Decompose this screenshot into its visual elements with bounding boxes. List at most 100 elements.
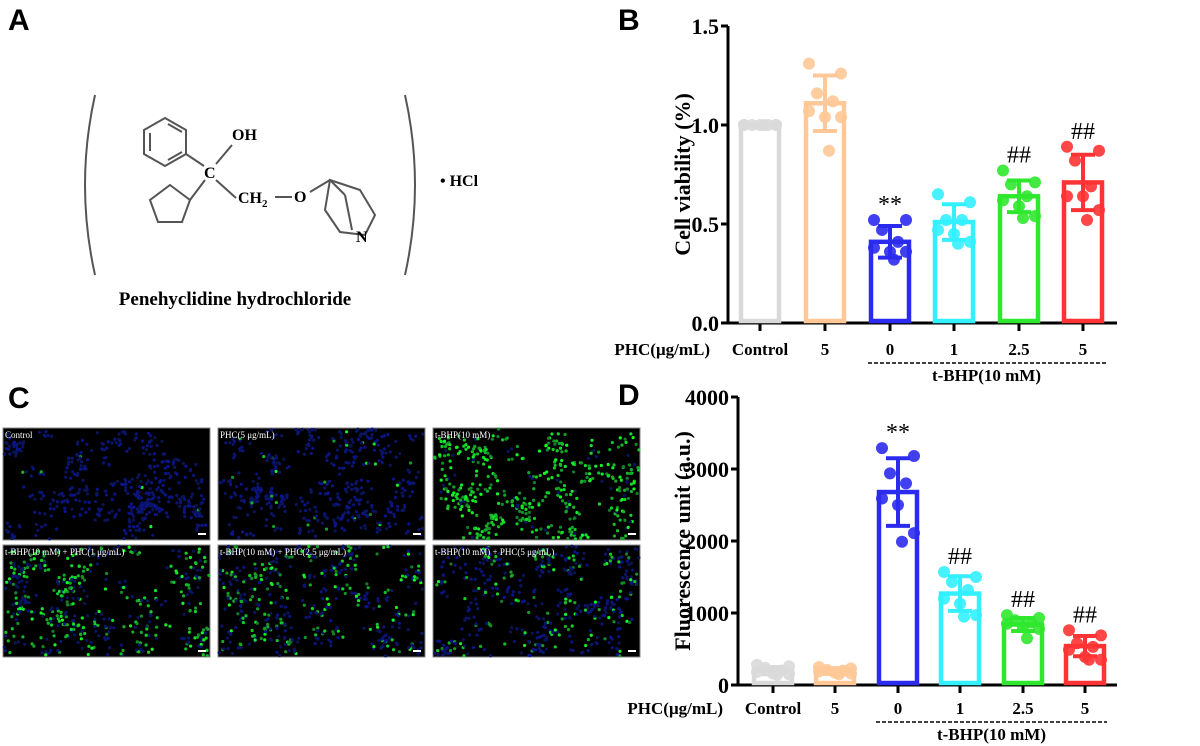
- cell-dot: [553, 645, 557, 649]
- cell-dot: [457, 434, 461, 438]
- cell-dot: [408, 494, 412, 498]
- cell-dot: [248, 598, 253, 602]
- cell-dot: [564, 509, 568, 513]
- cell-dot: [166, 460, 170, 464]
- cell-dot: [375, 526, 379, 530]
- cell-dot: [510, 625, 514, 630]
- cell-dot: [152, 452, 157, 456]
- cell-dot: [264, 524, 268, 528]
- cell-dot: [399, 578, 403, 582]
- cell-dot: [100, 447, 104, 451]
- cell-dot: [227, 523, 231, 527]
- cell-dot: [609, 595, 614, 599]
- data-point: [876, 492, 888, 505]
- cell-dot: [283, 629, 287, 633]
- cell-dot: [189, 516, 193, 520]
- cell-dot: [78, 499, 82, 503]
- cell-dot: [302, 575, 307, 579]
- cell-dot: [568, 530, 572, 534]
- cell-dot: [16, 621, 20, 626]
- cell-dot: [324, 527, 329, 531]
- cell-dot: [23, 594, 27, 598]
- cell-dot: [145, 499, 149, 504]
- x-tick-label: 5: [1081, 699, 1090, 718]
- cell-dot: [133, 549, 137, 553]
- cell-dot: [398, 481, 402, 485]
- cell-dot: [72, 580, 77, 584]
- cell-dot: [562, 567, 566, 571]
- cell-dot: [308, 576, 312, 580]
- cell-dot: [118, 580, 122, 585]
- cell-dot: [154, 633, 158, 637]
- cell-dot: [169, 580, 174, 584]
- cell-dot: [133, 625, 137, 630]
- cell-dot: [312, 627, 316, 631]
- cell-dot: [163, 599, 168, 603]
- cell-dot: [351, 515, 355, 519]
- cell-dot: [274, 465, 278, 469]
- cell-dot: [43, 523, 47, 527]
- cell-dot: [496, 434, 500, 439]
- cell-dot: [282, 504, 287, 508]
- cell-dot: [486, 521, 490, 526]
- cell-dot: [473, 495, 477, 499]
- cell-dot: [221, 581, 225, 586]
- cell-dot: [21, 445, 25, 449]
- cell-dot: [346, 518, 350, 523]
- cell-dot: [160, 603, 164, 607]
- cell-dot: [275, 613, 280, 617]
- cell-dot: [531, 474, 536, 479]
- cell-dot: [294, 502, 299, 507]
- cell-dot: [343, 591, 347, 596]
- cell-dot: [574, 561, 578, 565]
- cell-dot: [629, 578, 633, 582]
- x-tick-label: 2.5: [1008, 340, 1029, 359]
- cell-dot: [475, 513, 479, 517]
- cell-dot: [518, 509, 522, 513]
- cell-dot: [255, 472, 259, 476]
- cell-dot: [180, 636, 184, 641]
- cell-dot: [283, 642, 287, 646]
- cell-dot: [478, 560, 482, 565]
- cell-dot: [316, 626, 320, 630]
- cell-dot: [55, 548, 59, 552]
- cell-dot: [204, 636, 208, 640]
- cell-dot: [451, 570, 455, 574]
- cell-dot: [285, 493, 289, 497]
- micrograph-label: t-BHP(10 mM) + PHC(1 μg/mL): [5, 547, 124, 557]
- structure-labels: OH C CH2 O N • HCl Penehyclidine hydroch…: [119, 127, 479, 310]
- data-point: [823, 144, 835, 157]
- cell-dot: [274, 493, 278, 497]
- cell-dot: [279, 527, 283, 531]
- cell-dot: [282, 457, 286, 461]
- cell-dot: [125, 596, 129, 600]
- cell-dot: [4, 630, 8, 634]
- cell-dot: [268, 627, 272, 631]
- cell-dot: [440, 646, 444, 651]
- cell-dot: [502, 489, 506, 493]
- cell-dot: [541, 548, 545, 552]
- cell-dot: [474, 499, 478, 504]
- data-point: [758, 119, 770, 131]
- data-point: [997, 194, 1009, 207]
- cell-dot: [106, 636, 110, 640]
- cell-dot: [376, 597, 380, 601]
- cell-dot: [311, 446, 315, 451]
- cell-dot: [30, 617, 34, 621]
- cell-dot: [372, 606, 376, 611]
- cell-dot: [69, 476, 73, 480]
- cell-dot: [472, 589, 476, 593]
- cell-dot: [364, 430, 368, 435]
- cell-dot: [351, 440, 355, 444]
- cell-dot: [444, 449, 448, 453]
- cell-dot: [404, 568, 408, 572]
- cell-dot: [629, 432, 633, 436]
- cell-dot: [509, 447, 514, 451]
- cell-dot: [629, 581, 633, 585]
- cell-dot: [93, 518, 97, 522]
- cell-dot: [244, 487, 249, 491]
- cell-dot: [144, 633, 148, 637]
- cell-dot: [367, 601, 371, 605]
- cell-dot: [568, 599, 572, 603]
- cell-dot: [246, 513, 250, 517]
